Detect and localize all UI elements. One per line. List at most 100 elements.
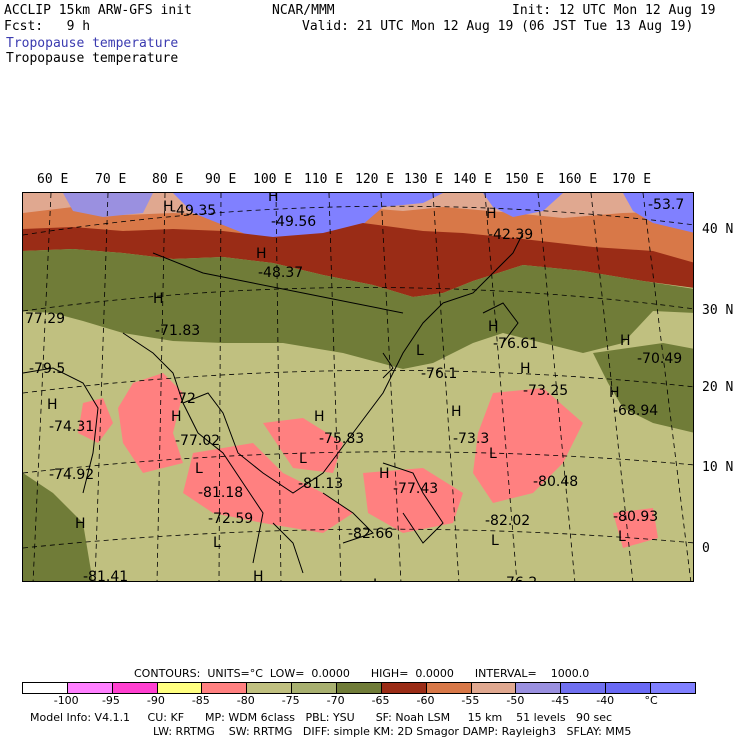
low-marker: L <box>213 535 221 551</box>
high-marker: H <box>75 516 86 532</box>
value-label: -68.94 <box>613 403 658 419</box>
color-scale-swatch <box>651 683 695 693</box>
color-scale-swatch <box>67 683 113 693</box>
value-label: -76.61 <box>493 336 538 352</box>
value-label: -77.02 <box>175 433 220 449</box>
value-label: -80.93 <box>613 509 658 525</box>
cold-patch-6 <box>613 508 658 548</box>
color-scale-label: -55 <box>461 694 480 707</box>
color-scale-swatch <box>292 683 338 693</box>
value-label: -48.37 <box>258 265 303 281</box>
value-label: -49.35 <box>171 203 216 219</box>
band-65 <box>23 223 693 297</box>
color-scale-swatch <box>337 683 382 693</box>
field-title-contour: Tropopause temperature <box>6 51 179 66</box>
longitude-label: 60 E <box>37 172 69 187</box>
low-marker: L <box>491 533 499 549</box>
high-marker: H <box>620 333 631 349</box>
high-marker: H <box>609 385 620 401</box>
color-scale-label: -100 <box>53 694 79 707</box>
longitude-label: 160 E <box>558 172 598 187</box>
value-label: -72.59 <box>208 511 253 527</box>
value-label: -42.39 <box>488 227 533 243</box>
color-scale-label: -90 <box>146 694 165 707</box>
value-label: -53.7 <box>648 197 684 213</box>
high-marker: H <box>268 193 279 205</box>
map-panel: H -49.35 H -49.56 H -48.37 H -42.39 -53.7 77.29 H -… <box>22 192 694 582</box>
color-scale-swatch <box>23 683 68 693</box>
valid-time: Valid: 21 UTC Mon 12 Aug 19 (06 JST Tue … <box>302 19 694 34</box>
longitude-label: 140 E <box>453 172 493 187</box>
color-scale-label: -95 <box>101 694 120 707</box>
low-marker: L <box>373 577 381 582</box>
band-70-sw <box>23 473 93 581</box>
high-marker: H <box>520 361 531 377</box>
color-scale-label: -50 <box>506 694 525 707</box>
value-label: -71.83 <box>155 323 200 339</box>
model-title: ACCLIP 15km ARW-GFS init <box>4 3 192 18</box>
band-45c <box>623 193 693 233</box>
high-marker: H <box>486 206 497 222</box>
high-marker: H <box>163 199 174 215</box>
value-label: -81.41 <box>83 569 128 582</box>
physics-info-line: LW: RRTMG SW: RRTMG DIFF: simple KM: 2D … <box>153 725 632 738</box>
color-scale-label: -60 <box>416 694 435 707</box>
value-label: -73.25 <box>523 383 568 399</box>
value-label: -81.13 <box>298 476 343 492</box>
color-scale-label: -85 <box>191 694 210 707</box>
value-label: -72 <box>173 391 196 407</box>
value-label: -76.1 <box>421 366 457 382</box>
latitude-label: 40 N <box>702 222 734 237</box>
color-scale-swatch <box>112 683 158 693</box>
high-marker: H <box>379 466 390 482</box>
value-label: -70.49 <box>637 351 682 367</box>
color-scale-swatch <box>381 683 427 693</box>
high-marker: H <box>451 404 462 420</box>
color-scale-swatch <box>471 683 517 693</box>
high-marker: H <box>256 246 267 262</box>
band-70 <box>23 249 693 369</box>
cold-patch-4 <box>363 468 463 533</box>
cold-patch-2 <box>183 443 353 533</box>
low-marker: L <box>489 446 497 462</box>
longitude-label: 70 E <box>95 172 127 187</box>
forecast-hour: Fcst: 9 h <box>4 19 91 34</box>
cold-patch-3 <box>263 418 343 473</box>
cold-patch-1 <box>118 373 183 473</box>
color-scale-label: -70 <box>326 694 345 707</box>
value-label: -81.18 <box>198 485 243 501</box>
longitude-label: 170 E <box>612 172 652 187</box>
map-svg: H-49.35H-49.56H-48.37H-42.39-53.777.29H-… <box>23 193 693 582</box>
latitude-label: 20 N <box>702 380 734 395</box>
color-scale-label: -40 <box>596 694 615 707</box>
value-label: -73.3 <box>453 431 489 447</box>
high-marker: H <box>253 569 264 582</box>
longitude-label: 150 E <box>505 172 545 187</box>
latitude-label: 30 N <box>702 303 734 318</box>
value-label: 77.29 <box>25 311 65 327</box>
color-scale-label: -75 <box>281 694 300 707</box>
cold-patch-5 <box>473 388 583 503</box>
value-label: -80.48 <box>533 474 578 490</box>
value-label: -51 <box>23 193 46 197</box>
field-title-shaded: Tropopause temperature <box>6 36 179 51</box>
color-scale-label: -45 <box>551 694 570 707</box>
value-label: -77.43 <box>393 481 438 497</box>
high-marker: H <box>47 397 58 413</box>
value-label: -82.66 <box>348 526 393 542</box>
longitude-label: 100 E <box>253 172 293 187</box>
model-info-line: Model Info: V4.1.1 CU: KF MP: WDM 6class… <box>30 711 613 724</box>
color-scale-swatch <box>516 683 562 693</box>
contour-info: CONTOURS: UNITS=°C LOW= 0.0000 HIGH= 0.0… <box>134 667 590 680</box>
color-scale-swatch <box>247 683 293 693</box>
value-label: -74.31 <box>49 419 94 435</box>
color-scale-label: °C <box>644 694 658 707</box>
longitude-label: 80 E <box>152 172 184 187</box>
high-marker: H <box>314 409 325 425</box>
latitude-label: 10 N <box>702 460 734 475</box>
value-label: -49.56 <box>271 214 316 230</box>
value-label: -74.92 <box>49 467 94 483</box>
low-marker: L <box>416 343 424 359</box>
coastlines <box>23 232 524 574</box>
init-time: Init: 12 UTC Mon 12 Aug 19 <box>512 3 716 18</box>
